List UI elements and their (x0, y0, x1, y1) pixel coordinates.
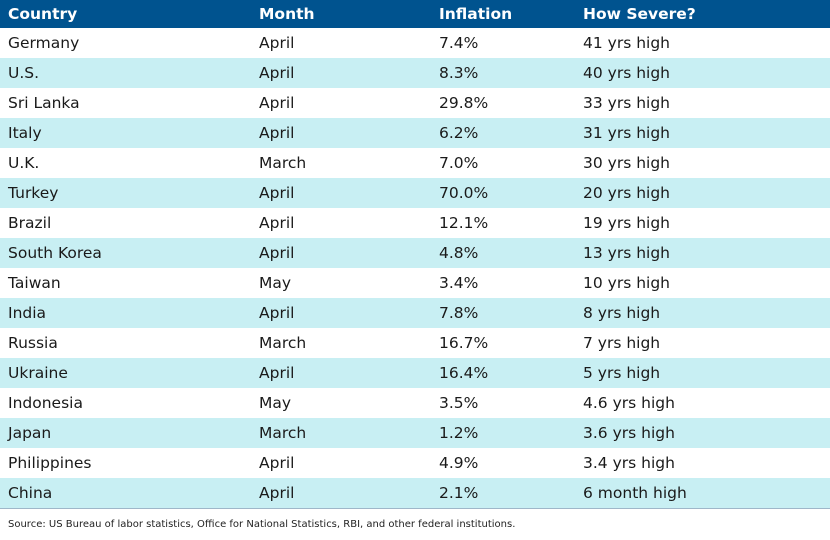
table-row: Taiwan May 3.4% 10 yrs high (0, 268, 830, 298)
cell-severity: 31 yrs high (583, 124, 670, 142)
cell-severity: 6 month high (583, 484, 687, 502)
cell-month: April (259, 304, 295, 322)
cell-month: April (259, 124, 295, 142)
cell-month: May (259, 394, 292, 412)
header-inflation: Inflation (439, 5, 513, 23)
header-how-severe: How Severe? (583, 5, 696, 23)
cell-severity: 20 yrs high (583, 184, 670, 202)
cell-severity: 8 yrs high (583, 304, 661, 322)
table-row: Indonesia May 3.5% 4.6 yrs high (0, 388, 830, 418)
cell-severity: 3.4 yrs high (583, 454, 675, 472)
table-row: U.K. March 7.0% 30 yrs high (0, 148, 830, 178)
cell-country: Sri Lanka (8, 94, 80, 112)
cell-inflation: 4.9% (439, 454, 479, 472)
footer-divider (0, 508, 830, 509)
cell-country: Turkey (8, 184, 59, 202)
cell-country: Indonesia (8, 394, 83, 412)
cell-month: May (259, 274, 292, 292)
cell-month: March (259, 334, 307, 352)
cell-country: Japan (8, 424, 52, 442)
cell-month: April (259, 64, 295, 82)
header-month: Month (259, 5, 315, 23)
table-row: Sri Lanka April 29.8% 33 yrs high (0, 88, 830, 118)
cell-severity: 33 yrs high (583, 94, 670, 112)
table-row: U.S. April 8.3% 40 yrs high (0, 58, 830, 88)
cell-severity: 7 yrs high (583, 334, 661, 352)
cell-month: April (259, 34, 295, 52)
cell-severity: 19 yrs high (583, 214, 670, 232)
cell-severity: 40 yrs high (583, 64, 670, 82)
cell-month: March (259, 424, 307, 442)
table-row: Russia March 16.7% 7 yrs high (0, 328, 830, 358)
cell-severity: 4.6 yrs high (583, 394, 675, 412)
cell-month: April (259, 94, 295, 112)
cell-inflation: 3.4% (439, 274, 479, 292)
table-row: Japan March 1.2% 3.6 yrs high (0, 418, 830, 448)
cell-country: South Korea (8, 244, 102, 262)
table-header: Country Month Inflation How Severe? (0, 0, 830, 28)
header-country: Country (8, 5, 78, 23)
cell-month: April (259, 364, 295, 382)
cell-inflation: 16.7% (439, 334, 489, 352)
cell-inflation: 8.3% (439, 64, 479, 82)
cell-country: U.S. (8, 64, 40, 82)
cell-inflation: 16.4% (439, 364, 489, 382)
cell-inflation: 70.0% (439, 184, 489, 202)
cell-severity: 13 yrs high (583, 244, 670, 262)
source-note: Source: US Bureau of labor statistics, O… (8, 519, 516, 530)
cell-country: India (8, 304, 47, 322)
table-row: Ukraine April 16.4% 5 yrs high (0, 358, 830, 388)
cell-country: U.K. (8, 154, 40, 172)
cell-month: March (259, 154, 307, 172)
table-row: China April 2.1% 6 month high (0, 478, 830, 508)
cell-inflation: 4.8% (439, 244, 479, 262)
cell-month: April (259, 244, 295, 262)
cell-country: Philippines (8, 454, 92, 472)
inflation-table: Country Month Inflation How Severe? Germ… (0, 0, 830, 508)
cell-country: Ukraine (8, 364, 68, 382)
cell-country: Brazil (8, 214, 52, 232)
table-row: South Korea April 4.8% 13 yrs high (0, 238, 830, 268)
cell-inflation: 12.1% (439, 214, 489, 232)
cell-inflation: 7.4% (439, 34, 479, 52)
cell-month: April (259, 184, 295, 202)
cell-severity: 3.6 yrs high (583, 424, 675, 442)
table-row: India April 7.8% 8 yrs high (0, 298, 830, 328)
cell-month: April (259, 214, 295, 232)
table-row: Philippines April 4.9% 3.4 yrs high (0, 448, 830, 478)
cell-country: Russia (8, 334, 58, 352)
cell-inflation: 7.8% (439, 304, 479, 322)
cell-country: China (8, 484, 53, 502)
cell-inflation: 6.2% (439, 124, 479, 142)
table-row: Brazil April 12.1% 19 yrs high (0, 208, 830, 238)
cell-country: Italy (8, 124, 42, 142)
cell-severity: 30 yrs high (583, 154, 670, 172)
table-row: Turkey April 70.0% 20 yrs high (0, 178, 830, 208)
cell-severity: 5 yrs high (583, 364, 661, 382)
cell-month: April (259, 484, 295, 502)
cell-inflation: 29.8% (439, 94, 489, 112)
cell-inflation: 2.1% (439, 484, 479, 502)
table-body: Germany April 7.4% 41 yrs high U.S. April 8.3%… (0, 28, 830, 508)
cell-severity: 10 yrs high (583, 274, 670, 292)
cell-month: April (259, 454, 295, 472)
cell-country: Taiwan (8, 274, 61, 292)
table-row: Italy April 6.2% 31 yrs high (0, 118, 830, 148)
cell-severity: 41 yrs high (583, 34, 670, 52)
cell-inflation: 1.2% (439, 424, 479, 442)
cell-inflation: 3.5% (439, 394, 479, 412)
cell-inflation: 7.0% (439, 154, 479, 172)
table-row: Germany April 7.4% 41 yrs high (0, 28, 830, 58)
cell-country: Germany (8, 34, 80, 52)
